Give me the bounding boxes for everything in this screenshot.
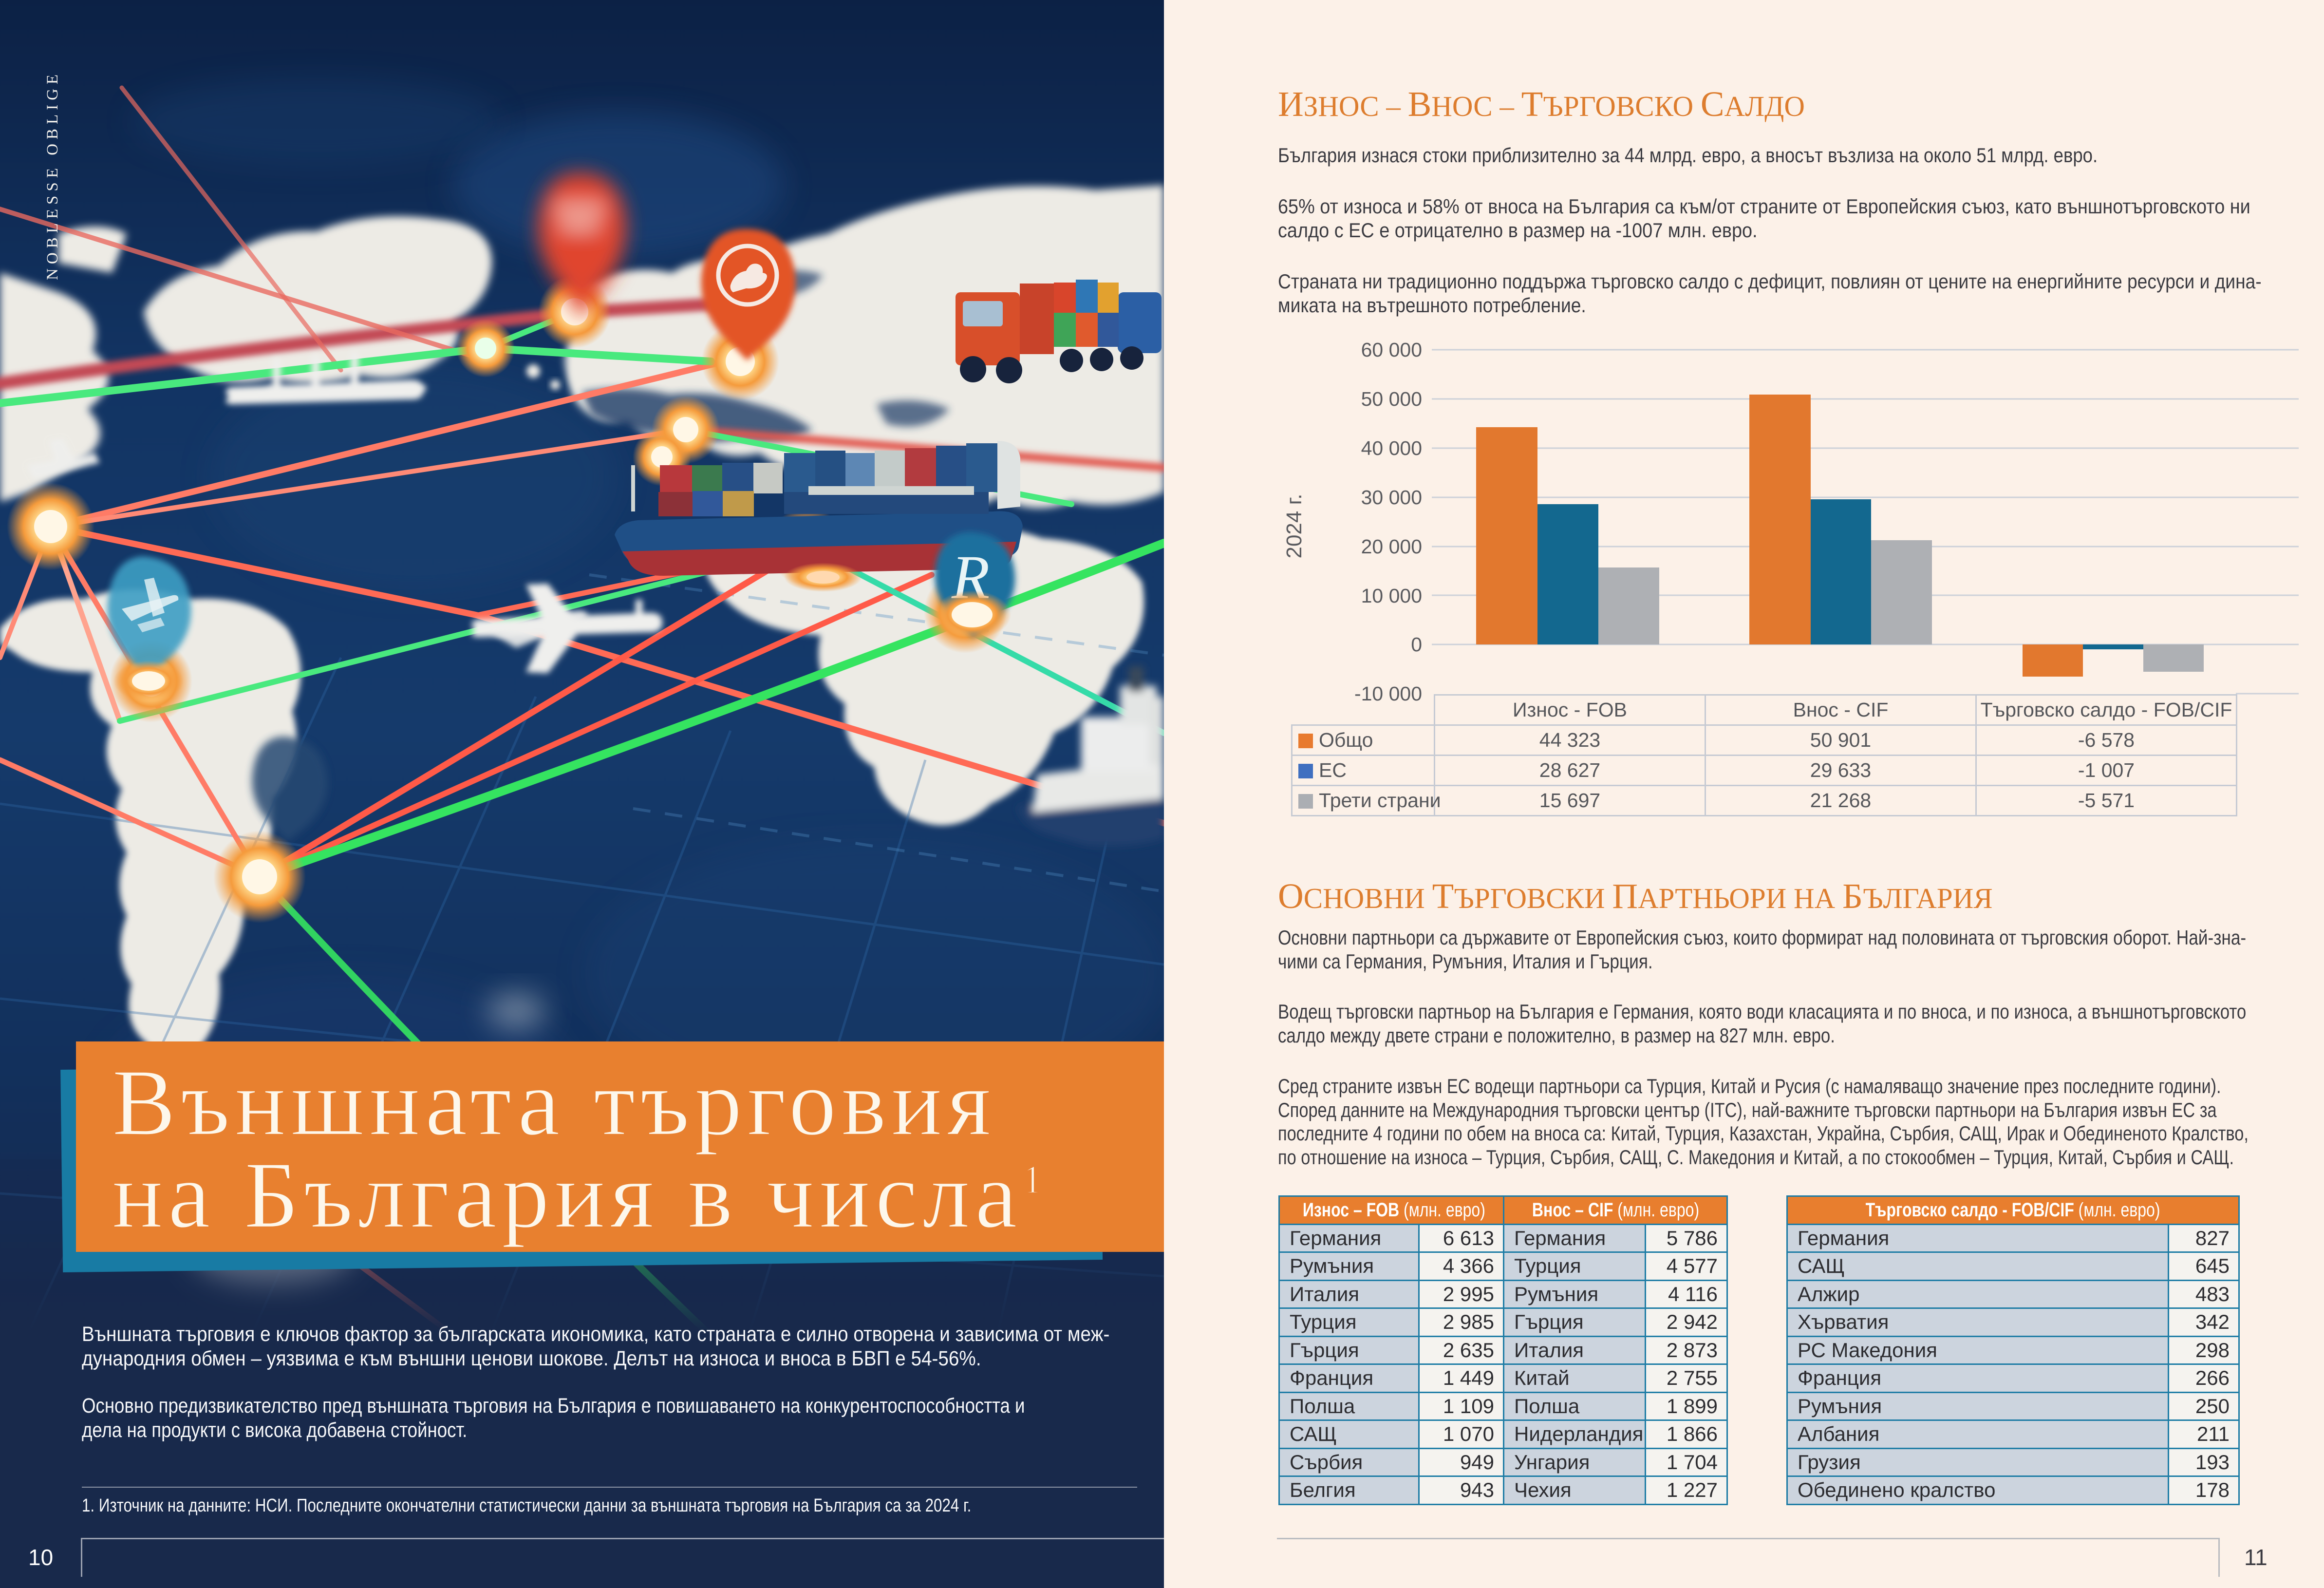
svg-text:30 000: 30 000 xyxy=(1361,486,1422,509)
svg-text:50 000: 50 000 xyxy=(1361,388,1422,410)
svg-text:20 000: 20 000 xyxy=(1361,535,1422,558)
svg-text:0: 0 xyxy=(1411,633,1422,656)
svg-text:-10 000: -10 000 xyxy=(1354,682,1422,701)
svg-text:2024 г.: 2024 г. xyxy=(1282,493,1306,558)
svg-text:40 000: 40 000 xyxy=(1361,437,1422,459)
svg-text:10 000: 10 000 xyxy=(1361,585,1422,607)
svg-text:60 000: 60 000 xyxy=(1361,339,1422,361)
